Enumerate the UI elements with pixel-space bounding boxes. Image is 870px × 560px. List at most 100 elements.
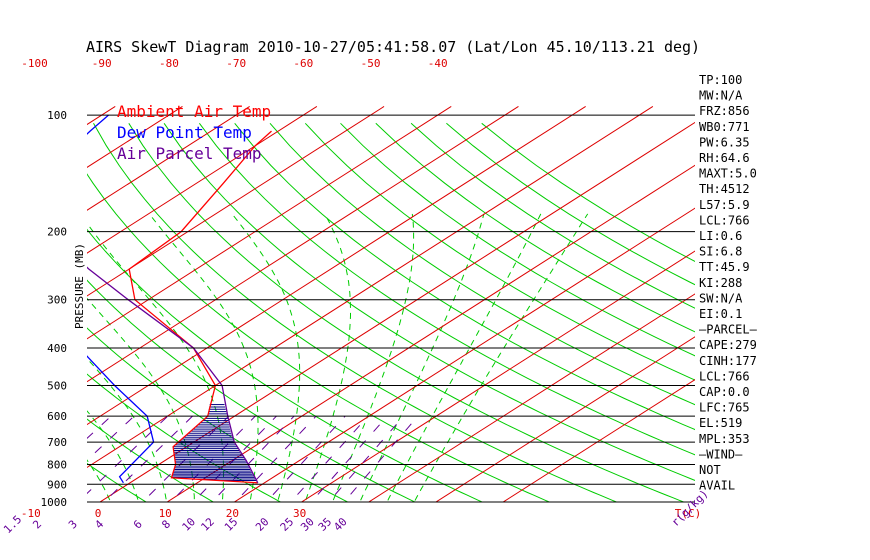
isotherm [87, 106, 654, 469]
index-value: L57:5.9 [699, 198, 750, 212]
dry-adiabat [93, 123, 618, 502]
top-temp-tick-label: -60 [293, 57, 313, 70]
dry-adiabat [340, 122, 695, 357]
mixing-ratio-line [211, 415, 295, 502]
isotherm [0, 106, 48, 510]
index-value: —WIND— [699, 447, 743, 461]
isotherm [367, 293, 695, 502]
bottom-temp-tick-label: 20 [226, 507, 239, 520]
moist-adiabat [359, 213, 485, 502]
dry-adiabat [0, 123, 23, 510]
dry-adiabat [87, 418, 215, 502]
mixing-ratio-line [0, 416, 29, 510]
index-value: TP:100 [699, 73, 742, 87]
y-axis-label: PRESSURE (MB) [73, 243, 86, 329]
legend: Ambient Air Temp Dew Point Temp Air Parcel… [117, 102, 271, 163]
pressure-tick-label: 300 [47, 294, 67, 307]
index-value: TH:4512 [699, 182, 750, 196]
index-value: KI:288 [699, 276, 742, 290]
index-value: NOT [699, 463, 721, 477]
moist-adiabat [148, 213, 259, 502]
isotherm [87, 106, 586, 426]
dry-adiabat [234, 122, 695, 431]
index-value: MW:N/A [699, 89, 743, 103]
pressure-tick-label: 1000 [41, 496, 68, 509]
dry-adiabat [375, 122, 695, 333]
dry-adiabat [87, 279, 417, 502]
isotherm [233, 207, 695, 502]
index-value: TT:45.9 [699, 260, 750, 274]
isotherm [87, 106, 519, 383]
dry-adiabat [304, 122, 695, 381]
index-value: SW:N/A [699, 291, 743, 305]
top-temp-tick-label: -100 [21, 57, 48, 70]
mixing-ratio-label: 3 [66, 518, 80, 532]
isotherm [87, 106, 385, 297]
pressure-tick-label: 500 [47, 380, 67, 393]
isotherm [99, 121, 695, 502]
dry-adiabat [269, 122, 695, 406]
mixing-ratio-label: 20 [253, 515, 272, 534]
isotherm [166, 164, 695, 502]
dew-point-line [87, 114, 155, 484]
mixing-ratio-label: 10 [180, 515, 199, 534]
dry-adiabat [163, 123, 695, 481]
index-value: EI:0.1 [699, 307, 742, 321]
dry-adiabat [87, 462, 148, 502]
index-value: LFC:765 [699, 401, 750, 415]
mixing-ratio-line [310, 415, 388, 502]
moist-adiabat [304, 213, 351, 502]
index-value: RH:64.6 [699, 151, 750, 165]
plot-lines [0, 106, 695, 510]
index-value: LCL:766 [699, 369, 750, 383]
top-temp-tick-label: -90 [92, 57, 112, 70]
index-value: FRZ:856 [699, 104, 750, 118]
isotherm [435, 336, 695, 502]
index-value: —PARCEL— [699, 323, 758, 337]
index-value: MAXT:5.0 [699, 167, 757, 181]
top-temp-tick-label: -70 [226, 57, 246, 70]
moist-adiabat [87, 459, 112, 502]
bottom-temp-tick-label: -10 [21, 507, 41, 520]
index-value: MPL:353 [699, 432, 750, 446]
dry-adiabat [87, 327, 349, 502]
pressure-tick-label: 700 [47, 436, 67, 449]
dry-adiabat [199, 122, 695, 456]
bottom-temp-tick-label: 30 [293, 507, 306, 520]
mixing-ratio-line [234, 415, 317, 502]
plot-area [0, 106, 695, 510]
moist-adiabat [331, 213, 415, 502]
index-value: LI:0.6 [699, 229, 742, 243]
pressure-tick-label: 600 [47, 410, 67, 423]
index-value: WB0:771 [699, 120, 750, 134]
mixing-ratio-label: 40 [331, 515, 350, 534]
pressure-tick-label: 900 [47, 478, 67, 491]
moist-adiabat [87, 410, 140, 502]
dry-adiabat [481, 122, 695, 262]
mixing-ratio-line [103, 415, 193, 502]
mixing-ratio-line [290, 415, 369, 502]
index-value: SI:6.8 [699, 245, 742, 259]
isotherm [87, 106, 250, 211]
dry-adiabat [410, 122, 695, 309]
index-value: PW:6.35 [699, 135, 750, 149]
isotherm [87, 106, 318, 254]
chart-title: AIRS SkewT Diagram 2010-10-27/05:41:58.0… [86, 38, 700, 56]
isotherm [502, 379, 695, 502]
bottom-temp-tick-label: 10 [159, 507, 172, 520]
mixing-ratio-label: 12 [198, 515, 217, 534]
dry-adiabat [128, 123, 686, 502]
pressure-tick-label: 200 [47, 226, 67, 239]
isotherm [87, 106, 452, 340]
mixing-ratio-line [265, 415, 346, 502]
index-value: CAPE:279 [699, 338, 757, 352]
moist-adiabat [87, 357, 168, 502]
index-value: CAP:0.0 [699, 385, 750, 399]
top-temp-tick-label: -80 [159, 57, 179, 70]
index-value: CINH:177 [699, 354, 757, 368]
legend-entry: Air Parcel Temp [117, 144, 262, 163]
index-value: EL:519 [699, 416, 742, 430]
top-temp-tick-label: -50 [361, 57, 381, 70]
